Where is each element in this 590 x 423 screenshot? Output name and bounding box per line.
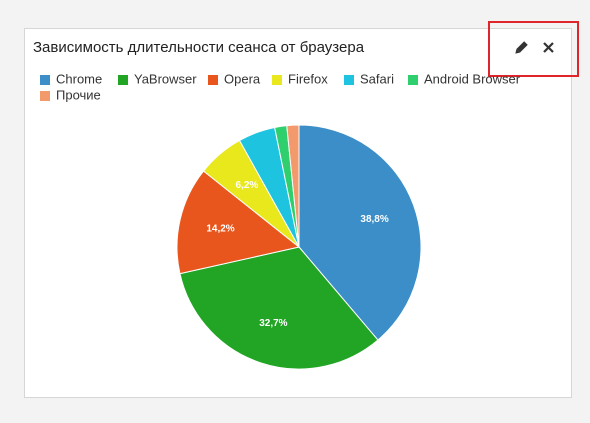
pie-slice	[286, 124, 300, 248]
legend-label: Android Browser	[424, 71, 521, 86]
legend-label: YaBrowser	[134, 71, 197, 86]
legend-swatch	[118, 75, 128, 85]
legend-label: Прочие	[56, 87, 101, 102]
legend-swatch	[40, 91, 50, 101]
legend-swatch	[208, 75, 218, 85]
legend-swatch	[408, 75, 418, 85]
pie-slice	[176, 170, 301, 275]
highlight-box	[488, 21, 579, 77]
legend-label: Safari	[360, 71, 394, 86]
legend-label: Firefox	[288, 71, 328, 86]
close-button[interactable]	[543, 42, 554, 53]
pie-slice	[298, 124, 422, 341]
pie-slice	[179, 246, 379, 370]
legend-label: Opera	[224, 71, 261, 86]
legend: Chrome YaBrowser Opera Firefox Safari Android…	[40, 71, 521, 102]
legend-swatch	[272, 75, 282, 85]
slice-label: 14,2%	[206, 224, 234, 235]
close-stroke	[543, 42, 554, 53]
legend-label: Chrome	[56, 71, 102, 86]
slice-label: 38,8%	[360, 214, 388, 225]
slice-label: 6,2%	[236, 180, 259, 191]
pencil-body	[516, 41, 528, 53]
legend-swatch	[40, 75, 50, 85]
pie: 38,8% 32,7% 14,2% 6,2%	[176, 124, 422, 370]
legend-swatch	[344, 75, 354, 85]
pencil-tip	[515, 49, 520, 54]
slice-label: 32,7%	[259, 318, 287, 329]
edit-button[interactable]	[514, 41, 528, 55]
widget-title: Зависимость длительности сеанса от брауз…	[33, 39, 365, 56]
